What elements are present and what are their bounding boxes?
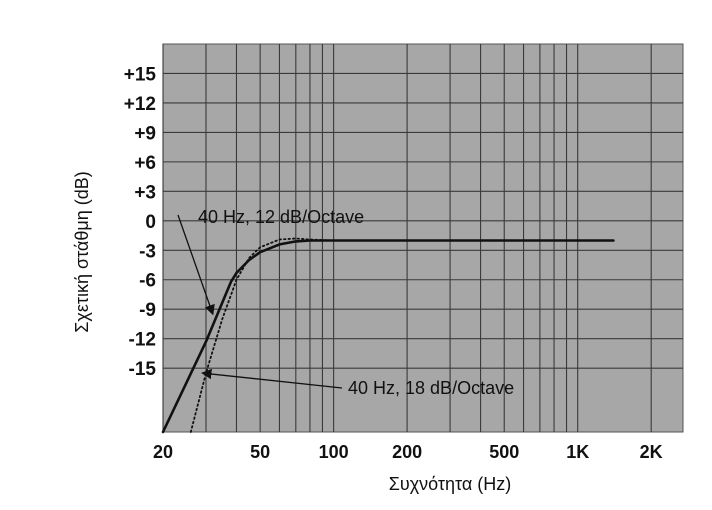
y-tick-label: +12 [124, 94, 156, 115]
series-layer [161, 237, 615, 434]
annotation-arrow-2 [201, 368, 343, 389]
series-line-2 [189, 237, 335, 433]
y-tick-label: +15 [124, 64, 157, 85]
x-tick-label: 500 [489, 442, 519, 462]
y-tick-labels: +15 +12 +9 +6 +3 0 -3 -6 -9 -12 -15 [124, 64, 157, 380]
annotation-layer: 40 Hz, 12 dB/Octave 40 Hz, 18 dB/Octave [177, 207, 514, 398]
series-line-1 [161, 239, 615, 434]
x-tick-label: 50 [250, 442, 270, 462]
x-tick-label: 20 [153, 442, 173, 462]
y-tick-label: +3 [134, 182, 156, 203]
x-tick-labels: 20 50 100 200 500 1K 2K [153, 442, 663, 462]
y-tick-label: +6 [134, 153, 156, 174]
y-tick-label: 0 [145, 212, 156, 233]
y-tick-label: -3 [139, 241, 156, 262]
x-axis-label: Συχνότητα (Hz) [389, 474, 512, 494]
annotation-label-1: 40 Hz, 12 dB/Octave [198, 207, 364, 227]
y-tick-label: -9 [139, 300, 156, 321]
x-tick-label: 100 [319, 442, 349, 462]
y-axis-label: Σχετική στάθμη (dB) [72, 171, 92, 333]
plot-background [162, 43, 684, 433]
annotation-arrow-1 [177, 214, 215, 316]
y-tick-label: -6 [139, 271, 156, 292]
x-tick-label: 1K [566, 442, 589, 462]
y-tick-label: +9 [134, 123, 156, 144]
annotation-label-2: 40 Hz, 18 dB/Octave [348, 378, 514, 398]
x-tick-label: 2K [640, 442, 663, 462]
y-tick-label: -15 [129, 359, 157, 380]
y-tick-label: -12 [129, 330, 156, 351]
grid-layer [162, 44, 683, 432]
x-tick-label: 200 [392, 442, 422, 462]
